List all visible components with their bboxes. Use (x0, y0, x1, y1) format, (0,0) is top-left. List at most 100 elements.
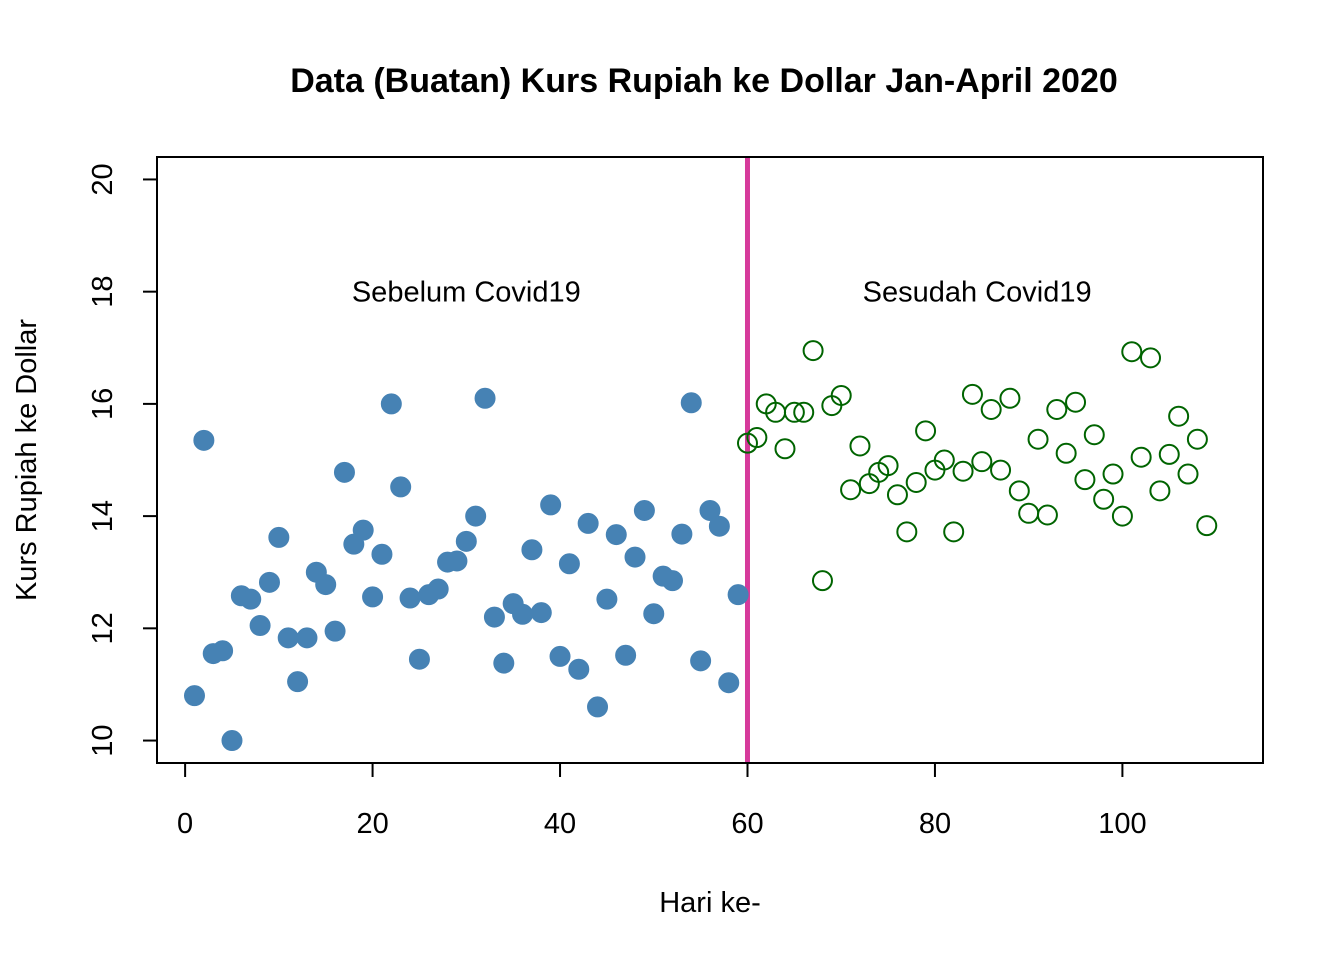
data-point-before (624, 546, 646, 568)
data-point-after (1111, 505, 1133, 527)
y-tick-label: 16 (87, 388, 119, 420)
data-point-after (961, 383, 983, 405)
data-point-before (287, 671, 309, 693)
data-point-before (690, 650, 712, 672)
data-point-before (324, 620, 346, 642)
data-point-after (886, 484, 908, 506)
data-point-before (258, 571, 280, 593)
data-point-before (268, 526, 290, 548)
x-axis-label: Hari ke- (659, 887, 761, 919)
data-point-after (793, 401, 815, 423)
x-tick-label: 0 (177, 808, 193, 840)
data-point-before (493, 652, 515, 674)
y-axis-label: Kurs Rupiah ke Dollar (11, 319, 43, 601)
data-point-before (680, 392, 702, 414)
plot-frame (156, 156, 1264, 764)
data-point-before (540, 494, 562, 516)
data-point-before (399, 587, 421, 609)
data-point-after (1130, 446, 1152, 468)
data-point-before (474, 387, 496, 409)
plot-layer: 0 20 40 60 80 100 10 12 14 16 18 20 Sebelum Covid19 S… (87, 157, 1218, 840)
data-point-before (577, 512, 599, 534)
data-point-before (549, 645, 571, 667)
data-point-after (774, 438, 796, 460)
data-point-before (296, 627, 318, 649)
data-point-before (193, 429, 215, 451)
data-point-after (999, 387, 1021, 409)
y-tick-label: 12 (87, 612, 119, 644)
x-tick-label: 20 (356, 808, 388, 840)
annotation-label: Sebelum Covid19 (352, 277, 581, 309)
y-tick-label: 10 (87, 724, 119, 756)
y-tick-label: 20 (87, 163, 119, 195)
data-point-before (352, 519, 374, 541)
data-point-after (943, 521, 965, 543)
data-point-after (952, 460, 974, 482)
y-tick-label: 18 (87, 276, 119, 308)
data-point-after (1008, 480, 1030, 502)
data-point-before (277, 627, 299, 649)
x-tick-label: 80 (919, 808, 951, 840)
data-point-before (521, 539, 543, 561)
data-point-after (1027, 428, 1049, 450)
data-point-before (671, 523, 693, 545)
data-point-after (811, 570, 833, 592)
data-point-before (633, 500, 655, 521)
data-point-after (1055, 442, 1077, 464)
data-point-before (315, 574, 337, 596)
data-point-after (1093, 488, 1115, 510)
data-point-after (746, 427, 768, 449)
data-point-after (1083, 424, 1105, 446)
data-point-after (1158, 443, 1180, 465)
data-point-after (783, 401, 805, 423)
data-point-before (727, 584, 749, 606)
data-point-after (1018, 502, 1040, 524)
data-point-after (980, 399, 1002, 420)
data-point-after (1149, 480, 1171, 502)
data-point-after (990, 459, 1012, 481)
data-point-before (380, 393, 402, 415)
data-point-before (408, 648, 430, 670)
data-point-before (530, 602, 552, 624)
data-point-before (662, 570, 684, 592)
data-point-before (708, 515, 730, 537)
data-point-before (183, 685, 205, 707)
data-point-before (465, 505, 487, 527)
data-point-after (1102, 463, 1124, 485)
data-point-after (1177, 463, 1199, 485)
data-point-after (1121, 341, 1143, 363)
data-point-before (558, 553, 580, 575)
data-point-before (615, 644, 637, 666)
data-point-after (896, 521, 918, 543)
x-tick-label: 100 (1098, 808, 1146, 840)
data-point-after (933, 449, 955, 471)
data-point-after (1140, 347, 1162, 369)
data-point-after (971, 451, 993, 473)
data-point-after (1186, 428, 1208, 450)
data-point-after (1036, 504, 1058, 526)
data-point-after (915, 420, 937, 442)
data-point-before (455, 530, 477, 552)
data-point-before (512, 603, 534, 625)
data-point-before (643, 603, 665, 625)
data-point-before (446, 550, 468, 572)
y-tick-label: 14 (87, 500, 119, 532)
chart-title: Data (Buatan) Kurs Rupiah ke Dollar Jan-… (290, 62, 1118, 100)
data-point-after (1196, 515, 1218, 537)
data-point-before (240, 588, 262, 610)
data-point-after (877, 455, 899, 477)
data-point-before (596, 588, 618, 610)
data-point-before (371, 543, 393, 565)
data-point-before (483, 606, 505, 628)
data-point-before (587, 696, 609, 718)
data-point-before (390, 476, 412, 498)
data-point-before (605, 524, 627, 546)
data-point-after (905, 471, 927, 493)
data-point-after (1168, 405, 1190, 427)
data-point-after (840, 479, 862, 501)
annotation-label: Sesudah Covid19 (863, 277, 1092, 309)
data-point-before (212, 640, 234, 662)
data-point-after (1074, 469, 1096, 491)
data-point-before (221, 730, 243, 752)
